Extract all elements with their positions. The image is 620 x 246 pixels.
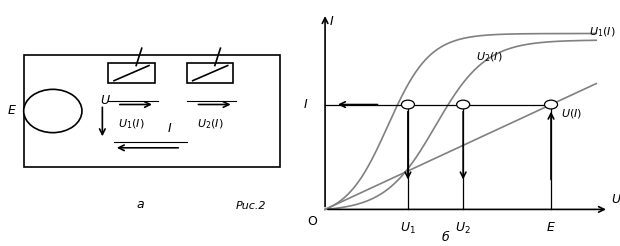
Text: б: б (441, 231, 450, 244)
Text: $U_2$: $U_2$ (455, 221, 471, 236)
Text: $I$: $I$ (167, 122, 172, 135)
Text: a: a (136, 198, 144, 211)
Text: I: I (330, 15, 334, 28)
Text: Puc.2: Puc.2 (236, 200, 266, 211)
Text: O: O (308, 215, 317, 228)
Circle shape (456, 100, 470, 109)
Circle shape (24, 89, 82, 133)
Text: U: U (611, 193, 620, 206)
Circle shape (544, 100, 557, 109)
Text: I: I (304, 98, 308, 111)
Text: $U(I)$: $U(I)$ (561, 107, 582, 120)
Bar (108, 63, 155, 83)
Bar (187, 63, 234, 83)
Text: U: U (100, 94, 110, 107)
Text: $U_1$: $U_1$ (400, 221, 416, 236)
Text: $U_2(I)$: $U_2(I)$ (476, 50, 502, 64)
Bar (24, 55, 280, 167)
Text: $U_1(I)$: $U_1(I)$ (589, 25, 615, 39)
Text: $U_1(I)$: $U_1(I)$ (118, 117, 144, 131)
Text: $U_2(I)$: $U_2(I)$ (197, 117, 223, 131)
Text: E: E (547, 221, 555, 234)
Text: E: E (8, 105, 16, 118)
Circle shape (401, 100, 414, 109)
